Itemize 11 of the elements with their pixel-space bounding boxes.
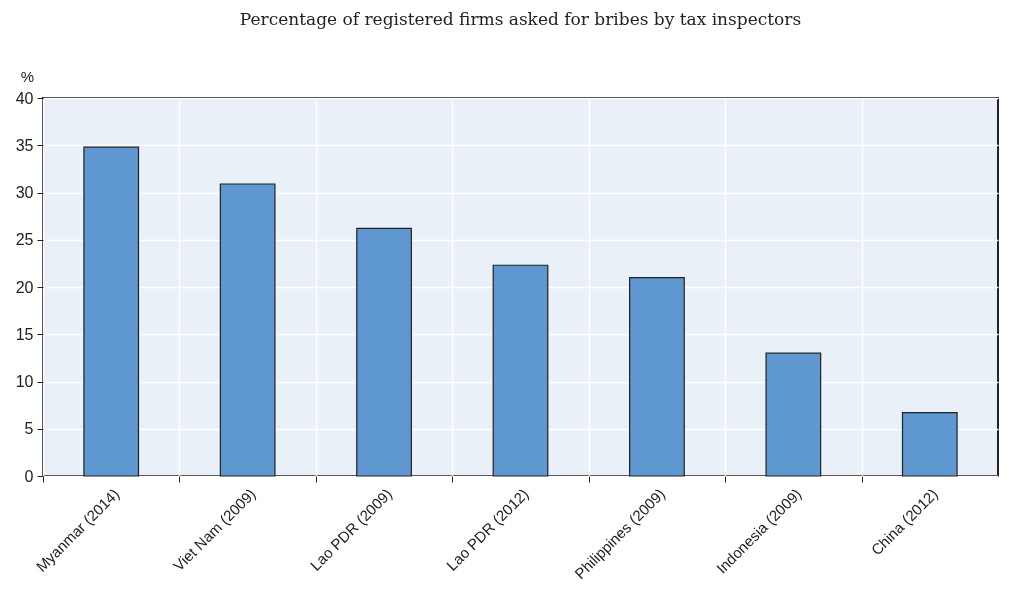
y-tick-label: 0 bbox=[24, 467, 34, 485]
y-tick-label: 40 bbox=[15, 89, 34, 107]
y-tick-label: 5 bbox=[24, 420, 34, 438]
y-tick-label: 15 bbox=[15, 325, 34, 343]
y-tick-label: 35 bbox=[15, 136, 34, 154]
y-tick-label: 25 bbox=[15, 231, 34, 249]
chart-subtitle: Percentage of registered firms asked for bribes by tax inspectors bbox=[239, 9, 802, 29]
y-axis-title: % bbox=[20, 67, 35, 85]
y-tick-label: 10 bbox=[15, 373, 34, 390]
y-tick-label: 20 bbox=[15, 278, 34, 296]
y-tick-label: 30 bbox=[15, 184, 34, 201]
